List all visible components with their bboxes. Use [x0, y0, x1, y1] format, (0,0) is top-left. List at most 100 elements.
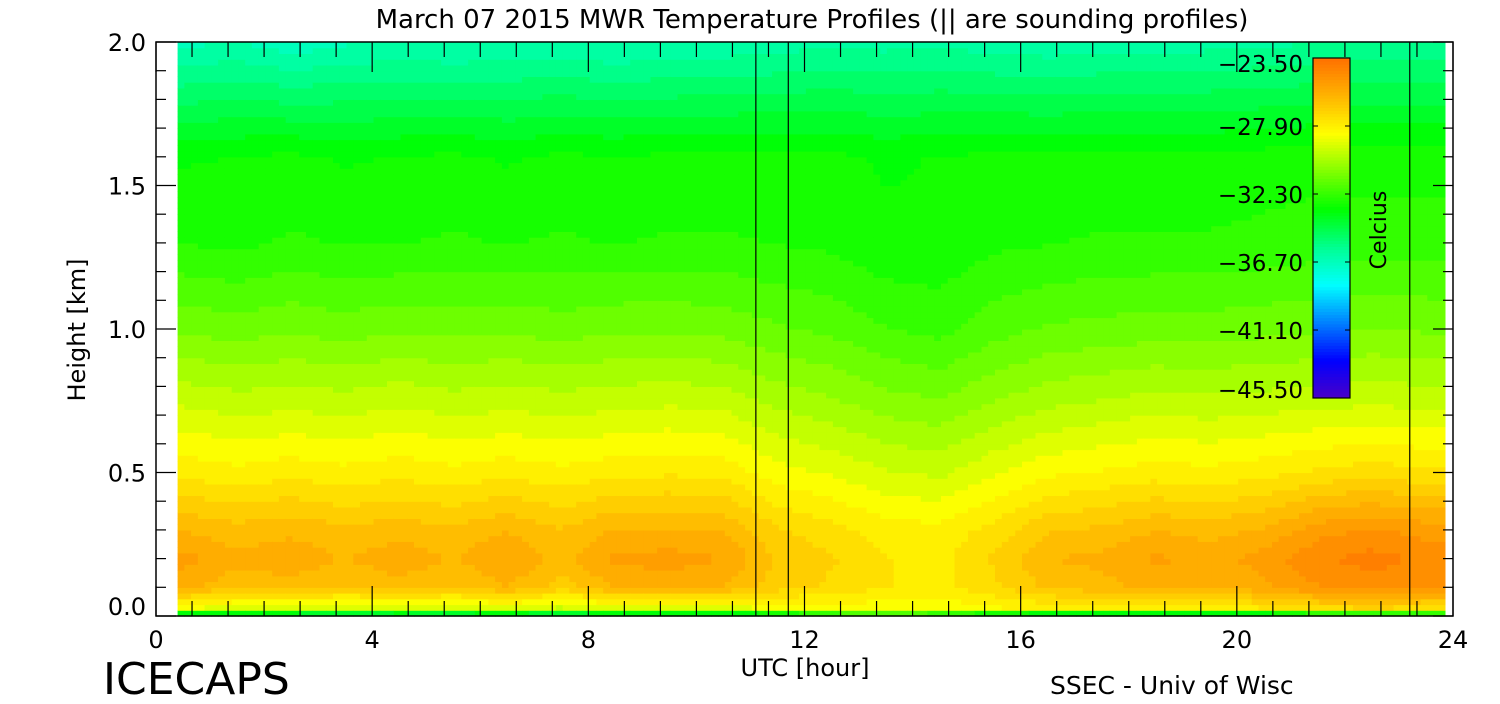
- heatmap-cell: [401, 283, 408, 289]
- heatmap-cell: [313, 386, 320, 392]
- heatmap-cell: [320, 88, 327, 94]
- heatmap-cell: [232, 369, 239, 375]
- heatmap-cell: [293, 318, 300, 324]
- heatmap-cell: [394, 249, 401, 255]
- heatmap-cell: [394, 300, 401, 306]
- heatmap-cell: [434, 582, 441, 588]
- heatmap-cell: [184, 237, 191, 243]
- heatmap-cell: [326, 295, 333, 301]
- heatmap-cell: [421, 105, 428, 111]
- heatmap-cell: [333, 346, 340, 352]
- heatmap-cell: [380, 289, 387, 295]
- heatmap-cell: [326, 484, 333, 490]
- heatmap-cell: [313, 559, 320, 565]
- heatmap-cell: [421, 254, 428, 260]
- heatmap-cell: [198, 283, 205, 289]
- heatmap-cell: [313, 214, 320, 220]
- heatmap-cell: [293, 605, 300, 611]
- heatmap-cell: [259, 507, 266, 513]
- heatmap-cell: [434, 122, 441, 128]
- heatmap-cell: [475, 283, 482, 289]
- heatmap-cell: [238, 295, 245, 301]
- heatmap-cell: [191, 501, 198, 507]
- heatmap-cell: [401, 220, 408, 226]
- heatmap-cell: [441, 352, 448, 358]
- heatmap-cell: [306, 157, 313, 163]
- heatmap-cell: [272, 559, 279, 565]
- heatmap-cell: [326, 209, 333, 215]
- heatmap-cell: [374, 599, 381, 605]
- heatmap-cell: [245, 559, 252, 565]
- heatmap-cell: [178, 88, 185, 94]
- heatmap-cell: [272, 312, 279, 318]
- heatmap-cell: [407, 163, 414, 169]
- heatmap-cell: [488, 300, 495, 306]
- heatmap-cell: [245, 461, 252, 467]
- heatmap-cell: [286, 450, 293, 456]
- heatmap-cell: [455, 249, 462, 255]
- heatmap-cell: [238, 415, 245, 421]
- heatmap-cell: [198, 553, 205, 559]
- heatmap-cell: [495, 346, 502, 352]
- heatmap-cell: [333, 237, 340, 243]
- heatmap-cell: [232, 432, 239, 438]
- heatmap-cell: [495, 398, 502, 404]
- heatmap-cell: [299, 76, 306, 82]
- heatmap-cell: [225, 404, 232, 410]
- heatmap-cell: [218, 272, 225, 278]
- heatmap-cell: [232, 295, 239, 301]
- heatmap-cell: [461, 272, 468, 278]
- heatmap-cell: [191, 191, 198, 197]
- heatmap-cell: [468, 398, 475, 404]
- heatmap-cell: [218, 530, 225, 536]
- heatmap-cell: [306, 473, 313, 479]
- heatmap-cell: [225, 99, 232, 105]
- heatmap-cell: [313, 318, 320, 324]
- heatmap-cell: [205, 375, 212, 381]
- heatmap-cell: [401, 59, 408, 65]
- heatmap-cell: [265, 363, 272, 369]
- heatmap-cell: [488, 231, 495, 237]
- heatmap-cell: [401, 65, 408, 71]
- heatmap-cell: [293, 226, 300, 232]
- heatmap-cell: [205, 249, 212, 255]
- heatmap-cell: [299, 134, 306, 140]
- heatmap-cell: [509, 220, 516, 226]
- heatmap-cell: [387, 151, 394, 157]
- heatmap-cell: [347, 599, 354, 605]
- heatmap-cell: [367, 318, 374, 324]
- heatmap-cell: [394, 467, 401, 473]
- heatmap-cell: [184, 197, 191, 203]
- heatmap-cell: [333, 243, 340, 249]
- heatmap-cell: [428, 76, 435, 82]
- heatmap-cell: [394, 409, 401, 415]
- heatmap-cell: [488, 272, 495, 278]
- heatmap-cell: [272, 582, 279, 588]
- heatmap-cell: [326, 300, 333, 306]
- heatmap-cell: [360, 490, 367, 496]
- heatmap-cell: [502, 122, 509, 128]
- heatmap-cell: [259, 289, 266, 295]
- heatmap-cell: [428, 82, 435, 88]
- heatmap-cell: [509, 134, 516, 140]
- heatmap-cell: [259, 65, 266, 71]
- heatmap-cell: [509, 140, 516, 146]
- heatmap-cell: [394, 524, 401, 530]
- heatmap-cell: [353, 163, 360, 169]
- heatmap-cell: [299, 490, 306, 496]
- heatmap-cell: [286, 266, 293, 272]
- heatmap-cell: [272, 392, 279, 398]
- heatmap-cell: [461, 197, 468, 203]
- heatmap-cell: [205, 467, 212, 473]
- heatmap-cell: [421, 587, 428, 593]
- heatmap-cell: [279, 564, 286, 570]
- heatmap-cell: [313, 455, 320, 461]
- heatmap-cell: [387, 375, 394, 381]
- heatmap-cell: [401, 260, 408, 266]
- heatmap-cell: [245, 438, 252, 444]
- heatmap-cell: [353, 76, 360, 82]
- heatmap-cell: [387, 295, 394, 301]
- heatmap-cell: [178, 530, 185, 536]
- heatmap-cell: [333, 209, 340, 215]
- heatmap-cell: [360, 117, 367, 123]
